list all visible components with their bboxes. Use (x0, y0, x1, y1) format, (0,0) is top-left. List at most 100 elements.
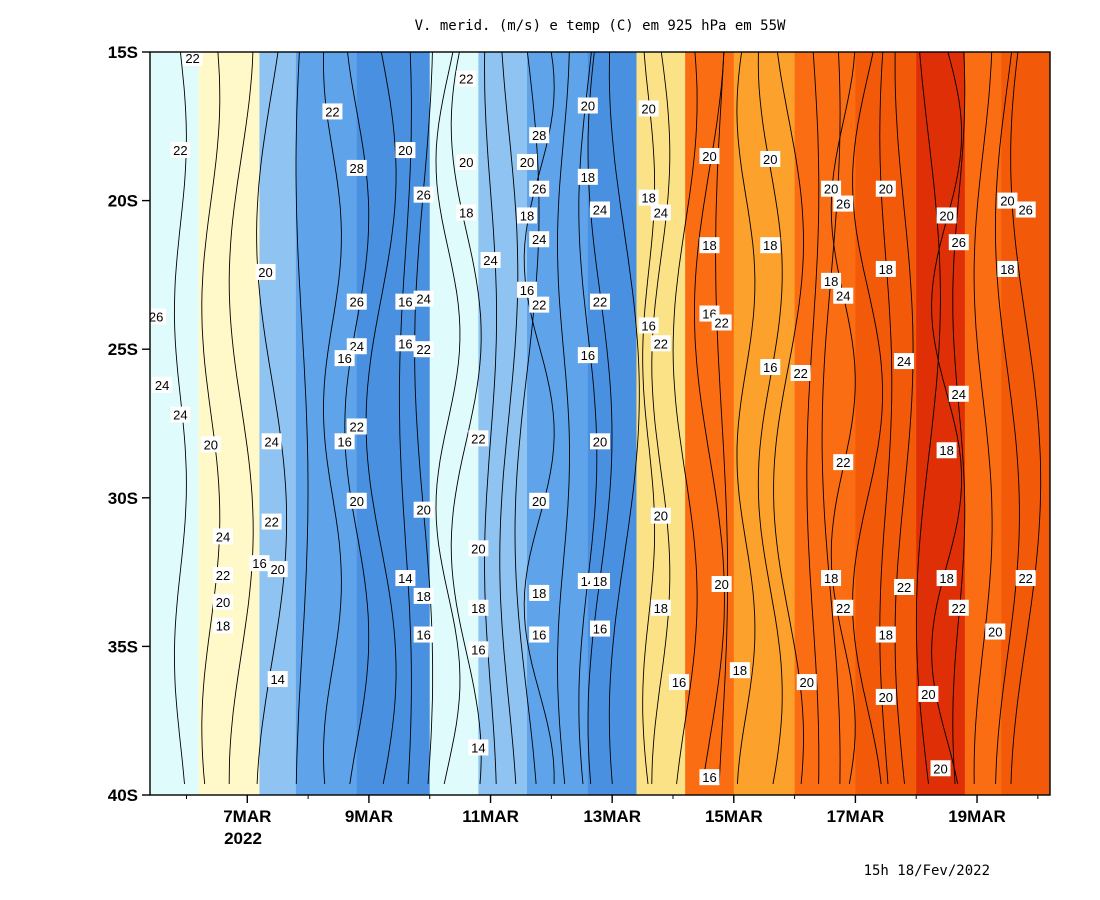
contour-line-19 (608, 52, 640, 785)
svg-text:18: 18 (581, 170, 595, 185)
contour-label: 22 (128, 600, 148, 616)
svg-text:20: 20 (532, 494, 546, 509)
contour-line-34 (915, 52, 941, 785)
contour-label: 16 (577, 347, 598, 364)
contour-label: 16 (517, 281, 538, 298)
svg-text:20: 20 (416, 503, 430, 518)
y-tick-label: 25S (108, 340, 138, 359)
y-tick-label: 35S (108, 637, 138, 656)
x-axis: 7MAR 9MAR 11MAR 13MAR 15MAR 17MAR 19MAR (185, 795, 1039, 826)
svg-text:20: 20 (270, 562, 284, 577)
svg-text:18: 18 (939, 571, 953, 586)
contour-label: 20 (985, 623, 1006, 640)
contour-label: 20 (930, 760, 951, 777)
contour-line-12 (484, 52, 497, 785)
contour-line-13 (499, 52, 519, 785)
contour-line-25 (736, 52, 756, 785)
contour-label: 16 (529, 626, 550, 643)
svg-text:16: 16 (337, 434, 351, 449)
svg-text:18: 18 (593, 574, 607, 589)
svg-text:20: 20 (714, 577, 728, 592)
y-tick-label: 30S (108, 489, 138, 508)
svg-text:20: 20 (763, 152, 777, 167)
contour-label: 24 (894, 353, 915, 370)
contour-line-28 (806, 52, 820, 785)
x-tick-label: 11MAR (462, 807, 519, 826)
contour-label: 18 (875, 626, 896, 643)
svg-text:18: 18 (702, 238, 716, 253)
svg-text:16: 16 (471, 642, 485, 657)
contour-label: 20 (200, 436, 221, 453)
svg-text:18: 18 (824, 274, 838, 289)
svg-text:20: 20 (216, 595, 230, 610)
shading-band-6 (478, 52, 528, 795)
contour-label: 20 (590, 433, 610, 450)
contour-label: 20 (997, 192, 1018, 209)
contour-label: 24 (529, 231, 550, 248)
svg-text:24: 24 (897, 354, 911, 369)
y-tick-label: 15S (108, 43, 138, 62)
svg-text:20: 20 (204, 437, 218, 452)
svg-text:18: 18 (641, 191, 655, 206)
contour-label: 22 (894, 578, 915, 595)
contour-label: 22 (170, 142, 191, 159)
svg-text:22: 22 (593, 295, 607, 310)
contour-label: 14 (395, 570, 416, 587)
contour-label: 24 (480, 252, 501, 268)
svg-text:22: 22 (1018, 571, 1032, 586)
contour-label: 20 (255, 263, 276, 280)
contour-label: 24 (650, 204, 671, 221)
contour-label: 18 (413, 587, 434, 604)
contour-label: 18 (577, 168, 598, 185)
svg-text:22: 22 (325, 104, 339, 119)
x-tick-label: 7MAR (223, 807, 271, 826)
svg-text:26: 26 (836, 197, 850, 212)
svg-text:24: 24 (532, 232, 546, 247)
shading-band-13 (855, 52, 917, 795)
contour-label: 22 (711, 314, 732, 331)
svg-text:22: 22 (897, 580, 911, 595)
svg-text:24: 24 (593, 203, 607, 218)
contour-line-9 (414, 52, 434, 785)
temperature-contours (173, 52, 1042, 785)
contour-label: 16 (413, 626, 434, 643)
contour-label: 18 (517, 207, 538, 224)
svg-text:26: 26 (350, 295, 364, 310)
svg-text:20: 20 (471, 541, 485, 556)
contour-line-10 (435, 52, 461, 785)
svg-text:24: 24 (416, 292, 430, 307)
x-tick-label: 13MAR (583, 807, 641, 826)
svg-text:20: 20 (581, 98, 595, 113)
contour-line-29 (821, 52, 841, 785)
shading-band-12 (794, 52, 856, 795)
contour-label: 22 (182, 51, 203, 66)
contour-label: 20 (413, 501, 434, 518)
contour-line-39 (1010, 52, 1042, 785)
svg-text:22: 22 (459, 72, 473, 87)
plot-frame (149, 51, 1051, 796)
contour-line-3 (256, 52, 288, 785)
shading-band-9 (636, 52, 686, 795)
contour-label: 26 (833, 195, 854, 212)
svg-text:24: 24 (216, 529, 230, 544)
contour-label: 22 (322, 103, 343, 120)
contour-label: 20 (456, 153, 477, 170)
contour-line-35 (931, 52, 963, 785)
svg-text:16: 16 (398, 336, 412, 351)
contour-label: 16 (699, 769, 720, 786)
contour-label: 22 (346, 418, 367, 435)
svg-text:22: 22 (185, 51, 199, 66)
contour-label: 22 (212, 567, 233, 584)
contour-label: 22 (948, 599, 969, 616)
svg-text:18: 18 (654, 601, 668, 616)
svg-text:16: 16 (702, 770, 716, 785)
contour-label: 18 (638, 189, 659, 206)
svg-text:14: 14 (270, 672, 284, 687)
svg-text:20: 20 (258, 265, 272, 280)
contour-label: 24 (413, 290, 434, 307)
svg-text:22: 22 (416, 342, 430, 357)
contour-label: 18 (875, 260, 896, 277)
svg-text:22: 22 (471, 431, 485, 446)
svg-text:22: 22 (654, 336, 668, 351)
